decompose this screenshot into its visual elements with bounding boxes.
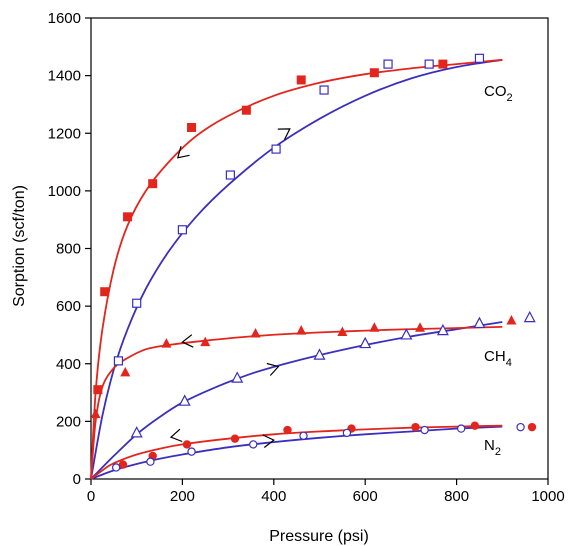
ch4-desorption-point: [296, 325, 307, 335]
n2-desorption-point: [527, 422, 537, 432]
n2-adsorption-point: [187, 447, 196, 456]
n2-adsorption-arrow: [262, 434, 275, 448]
n2-adsorption-point: [249, 440, 258, 449]
ch4-desorption-curve: [90, 326, 503, 480]
n2-adsorption-point: [456, 424, 466, 433]
n2-desorption-point: [283, 425, 292, 435]
y-tick-label: 200: [56, 413, 81, 430]
ch4-adsorption-point: [359, 336, 372, 349]
co2-adsorption-point: [177, 225, 187, 235]
ch4-adsorption-point: [436, 323, 449, 336]
co2-adsorption-arrow: [277, 128, 291, 140]
n2-adsorption-point: [146, 457, 155, 466]
co2-desorption-arrow: [176, 146, 190, 159]
ch4-adsorption-point: [400, 328, 413, 340]
ch4-adsorption-point: [231, 371, 244, 383]
ch4-adsorption-point: [313, 348, 326, 360]
direction-arrows: [169, 128, 291, 448]
co2-series-label: CO2: [484, 83, 513, 104]
co2-adsorption-point: [424, 59, 434, 69]
x-tick-label: 800: [444, 488, 469, 505]
co2-adsorption-point: [474, 53, 485, 63]
ch4-desorption-point: [120, 366, 131, 377]
co2-adsorption-point: [383, 59, 393, 69]
y-tick-label: 1000: [48, 183, 81, 200]
co2-adsorption-point: [319, 85, 329, 95]
ch4-adsorption-point: [523, 310, 536, 323]
y-tick-label: 600: [56, 298, 81, 315]
co2-adsorption-point: [271, 144, 281, 154]
ch4-adsorption-arrow: [266, 362, 280, 376]
y-tick-label: 800: [56, 241, 81, 258]
n2-adsorption-point: [111, 463, 121, 472]
y-tick-label: 0: [73, 471, 81, 488]
x-tick-label: 400: [261, 488, 286, 505]
co2-desorption-point: [123, 212, 133, 222]
co2-adsorption-point: [132, 298, 142, 308]
x-tick-label: 200: [170, 488, 195, 505]
x-tick-label: 1000: [531, 488, 564, 505]
ch4-desorption-point: [90, 408, 101, 419]
ch4-series-label: CH4: [484, 348, 512, 369]
n2-adsorption-point: [516, 422, 525, 432]
n2-desorption-point: [230, 434, 240, 443]
co2-desorption-point: [93, 385, 103, 395]
n2-desorption-curve: [90, 424, 503, 480]
n2-desorption-point: [118, 460, 128, 469]
ch4-adsorption-point: [178, 394, 191, 406]
ch4-desorption-point: [415, 322, 426, 332]
co2-desorption-point: [369, 68, 379, 78]
ch4-desorption-point: [161, 338, 172, 348]
co2-desorption-curve: [90, 58, 503, 480]
ch4-adsorption-point: [473, 316, 486, 329]
n2-adsorption-point: [342, 428, 352, 438]
x-tick-label: 600: [353, 488, 378, 505]
ch4-desorption-point: [369, 322, 380, 332]
data-points: [90, 53, 537, 472]
co2-adsorption-point: [113, 356, 124, 366]
co2-desorption-point: [296, 75, 306, 85]
series-labels: CO2 CH4 N2: [484, 83, 513, 458]
co2-desorption-point: [438, 59, 448, 69]
co2-desorption-point: [100, 287, 110, 297]
ch4-desorption-arrow: [181, 334, 194, 348]
co2-desorption-point: [148, 179, 158, 189]
ch4-desorption-point: [337, 326, 348, 337]
co2-adsorption-point: [225, 170, 235, 180]
y-tick-label: 1200: [48, 125, 81, 142]
y-tick-label: 1600: [48, 10, 81, 27]
co2-desorption-point: [241, 105, 251, 115]
x-axis-title: Pressure (psi): [269, 528, 369, 545]
ch4-desorption-point: [250, 327, 261, 338]
co2-desorption-point: [187, 122, 197, 132]
axes: 0 200 400 600 800 1000 0 200 400 600 800 1000 1200 14…: [48, 10, 565, 505]
co2-adsorption-curve: [90, 58, 503, 480]
n2-desorption-point: [470, 421, 480, 430]
x-tick-label: 0: [87, 488, 95, 505]
n2-desorption-point: [411, 422, 420, 432]
ch4-desorption-point: [200, 336, 211, 347]
ch4-adsorption-point: [130, 426, 143, 438]
n2-series-label: N2: [484, 437, 501, 458]
n2-desorption-point: [182, 440, 192, 449]
y-tick-label: 1400: [48, 68, 81, 85]
fitted-curves: [90, 58, 503, 480]
ch4-desorption-point: [506, 315, 517, 325]
n2-adsorption-point: [420, 425, 429, 435]
y-tick-label: 400: [56, 356, 81, 373]
n2-adsorption-point: [299, 431, 308, 440]
y-axis-title: Sorption (scf/ton): [11, 185, 28, 307]
n2-desorption-arrow: [169, 428, 183, 443]
